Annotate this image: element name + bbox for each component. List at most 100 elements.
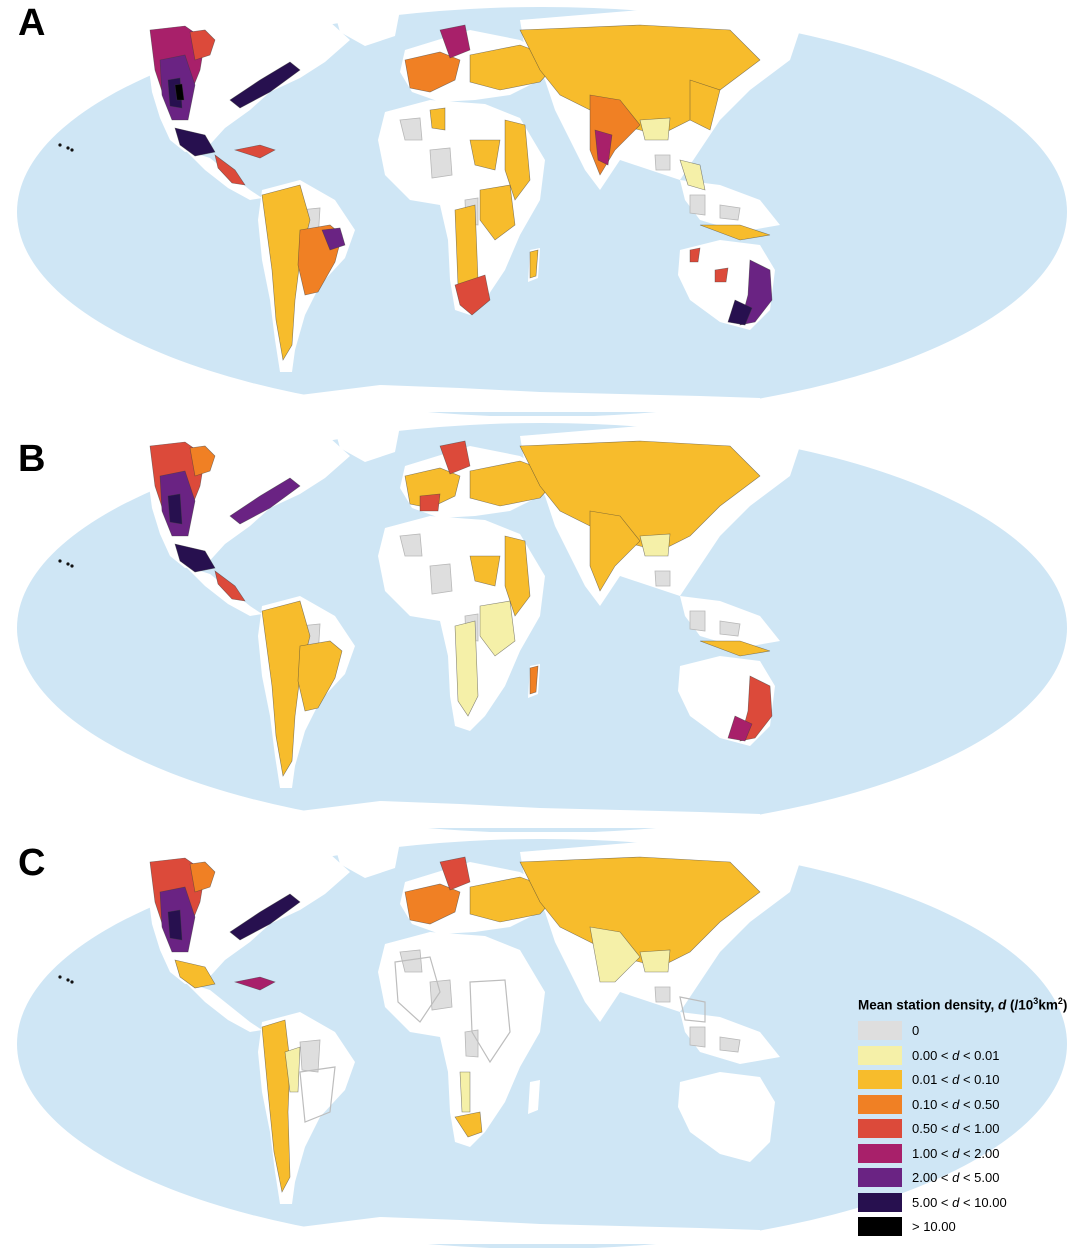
map-panel-c: C xyxy=(0,832,1084,1248)
land-madagascar xyxy=(528,1080,540,1114)
station-density-region xyxy=(459,1071,471,1113)
station-density-region xyxy=(529,249,539,279)
station-density-region xyxy=(519,856,761,968)
station-density-region xyxy=(439,24,471,59)
region-no-stations xyxy=(299,1039,321,1073)
legend-swatch xyxy=(858,1119,902,1139)
station-density-region xyxy=(504,535,531,617)
land-africa xyxy=(378,932,545,1147)
legend-swatch xyxy=(858,1021,902,1041)
island-marker xyxy=(58,559,62,563)
legend-item: 0.01 < d < 0.10 xyxy=(858,1068,1084,1093)
land-antarctica xyxy=(300,385,760,412)
land-centralAmerica xyxy=(185,982,262,1032)
station-density-region xyxy=(297,640,343,712)
station-density-region xyxy=(233,976,276,991)
station-density-region xyxy=(174,959,216,989)
region-no-stations xyxy=(464,1029,479,1058)
station-density-region xyxy=(233,144,276,159)
legend-item: 0 xyxy=(858,1019,1084,1044)
station-density-region xyxy=(469,555,501,587)
legend-label: > 10.00 xyxy=(912,1219,956,1235)
legend-title: Mean station density, d (/103km2) xyxy=(858,996,1068,1013)
map-panel-b: B xyxy=(0,416,1084,832)
island-marker xyxy=(70,148,74,152)
region-no-stations xyxy=(429,563,453,595)
legend-item: 0.00 < d < 0.01 xyxy=(858,1043,1084,1068)
station-density-region xyxy=(639,533,671,557)
legend-label: 0.01 < d < 0.10 xyxy=(912,1072,1000,1088)
map-panel-a: A xyxy=(0,0,1084,416)
region-no-stations xyxy=(689,194,706,216)
island-marker xyxy=(66,562,70,566)
station-density-region xyxy=(439,440,471,475)
world-map-a xyxy=(17,7,1067,416)
legend-label: 2.00 < d < 5.00 xyxy=(912,1170,1000,1186)
station-density-region xyxy=(229,477,301,525)
station-density-region xyxy=(689,247,701,263)
station-density-region xyxy=(689,79,721,131)
station-density-region xyxy=(261,600,311,777)
legend-label: 0.10 < d < 0.50 xyxy=(912,1096,1000,1112)
station-density-region xyxy=(454,274,491,316)
station-density-region xyxy=(214,154,246,186)
legend-swatch xyxy=(858,1192,902,1212)
legend-label: 0.00 < d < 0.01 xyxy=(912,1047,1000,1063)
legend-label: 0 xyxy=(912,1023,920,1039)
legend-swatch xyxy=(858,1168,902,1188)
station-density-region xyxy=(679,159,706,191)
legend-item: 0.50 < d < 1.00 xyxy=(858,1117,1084,1142)
station-density-region xyxy=(699,224,771,241)
station-density-region xyxy=(404,883,461,925)
legend: Mean station density, d (/103km2) 0 0.00 … xyxy=(858,996,1084,1239)
legend-swatch xyxy=(858,1045,902,1065)
region-no-stations xyxy=(394,956,441,1023)
station-density-region xyxy=(429,107,446,131)
legend-label: 1.00 < d < 2.00 xyxy=(912,1145,1000,1161)
station-density-region xyxy=(699,640,771,657)
station-density-region xyxy=(479,184,516,241)
land-centralAmerica xyxy=(185,150,262,200)
station-density-region xyxy=(504,119,531,201)
region-no-stations xyxy=(399,533,423,557)
island-marker xyxy=(70,980,74,984)
station-density-region xyxy=(167,909,183,941)
land-greenland xyxy=(335,842,400,878)
station-density-region xyxy=(479,600,516,657)
region-no-stations xyxy=(679,996,706,1023)
station-density-region xyxy=(519,440,761,552)
land-centralAmerica xyxy=(185,566,262,616)
station-density-region xyxy=(594,129,613,166)
station-density-region xyxy=(589,510,641,592)
station-density-region xyxy=(589,926,641,983)
world-map-b xyxy=(17,423,1067,832)
station-density-region xyxy=(189,861,216,893)
station-density-region xyxy=(639,117,671,141)
station-density-region xyxy=(419,493,441,512)
station-density-region xyxy=(529,665,539,695)
station-density-region xyxy=(261,184,311,361)
legend-swatch xyxy=(858,1143,902,1163)
station-density-region xyxy=(321,227,346,251)
station-density-region xyxy=(454,1111,483,1138)
legend-swatch xyxy=(858,1217,902,1237)
region-no-stations xyxy=(719,620,741,637)
station-density-region xyxy=(404,51,461,93)
region-no-stations xyxy=(654,154,671,171)
station-density-region xyxy=(229,893,301,941)
region-no-stations xyxy=(429,147,453,179)
panel-letter-a: A xyxy=(18,2,46,44)
station-density-region xyxy=(714,267,729,283)
island-marker xyxy=(66,146,70,150)
region-no-stations xyxy=(654,570,671,587)
station-density-region xyxy=(189,445,216,477)
legend-label: 5.00 < d < 10.00 xyxy=(912,1194,1007,1210)
region-no-stations xyxy=(399,949,423,973)
land-seAsia xyxy=(680,180,780,232)
station-density-region xyxy=(189,29,216,61)
region-no-stations xyxy=(469,979,511,1064)
legend-item: 5.00 < d < 10.00 xyxy=(858,1190,1084,1215)
region-no-stations xyxy=(654,986,671,1003)
region-no-stations xyxy=(719,1036,741,1053)
station-density-region xyxy=(174,83,185,101)
